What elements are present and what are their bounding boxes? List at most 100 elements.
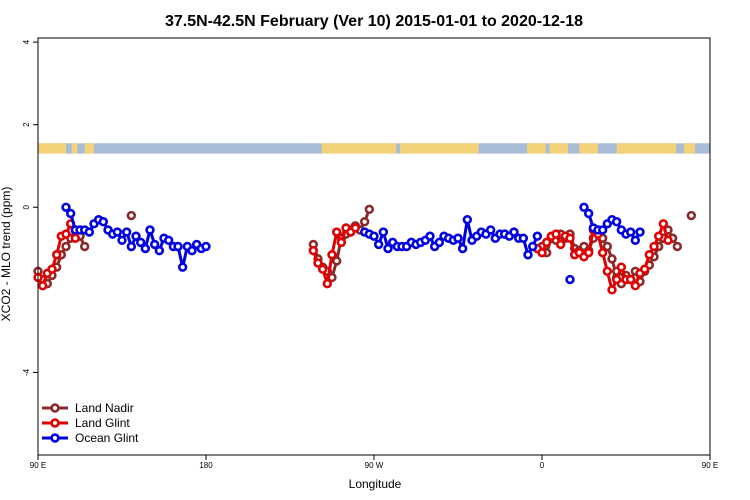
data-point [378, 227, 389, 237]
data-point [201, 241, 211, 252]
data-point [126, 210, 137, 221]
data-point [369, 231, 379, 241]
land-band-4 [400, 143, 479, 154]
legend-marker [50, 418, 60, 428]
data-point [453, 233, 463, 243]
data-point [322, 278, 333, 289]
land-band-2 [84, 143, 94, 154]
data-point [527, 241, 538, 252]
data-point [518, 233, 529, 243]
data-point [383, 243, 393, 254]
data-point [373, 239, 384, 250]
data-point [154, 245, 165, 256]
data-point [607, 254, 617, 264]
data-point [350, 223, 361, 233]
data-point [61, 241, 71, 252]
plot-frame [37, 37, 711, 456]
data-point [145, 225, 155, 235]
data-point [434, 237, 445, 248]
data-point [187, 245, 197, 256]
data-point [611, 217, 622, 227]
data-point [602, 241, 613, 252]
data-point [579, 202, 589, 212]
legend-label: Land Nadir [75, 401, 134, 415]
legend-label: Land Glint [75, 416, 130, 430]
data-point [126, 241, 137, 252]
data-point [635, 227, 645, 237]
data-point [523, 250, 533, 260]
land-band-7 [579, 143, 598, 154]
x-axis-label: Longitude [349, 477, 402, 491]
data-point [485, 225, 496, 235]
land-ocean-band [38, 143, 710, 154]
data-point [112, 227, 123, 237]
data-point [616, 262, 627, 272]
x-tick-label: 90 E [30, 461, 46, 470]
legend-label: Ocean Glint [75, 431, 139, 445]
data-point [625, 274, 636, 285]
land-band-1 [71, 143, 78, 154]
series-1 [33, 219, 673, 295]
y-axis-label: XCO2 - MLO trend (ppm) [0, 187, 13, 322]
data-point [70, 233, 81, 243]
x-tick-label: 90 W [365, 461, 384, 470]
data-point [686, 210, 697, 221]
data-point [177, 262, 188, 272]
data-point [602, 266, 613, 276]
data-point [37, 281, 48, 291]
data-point [331, 227, 342, 237]
data-point [173, 241, 183, 252]
y-tick-label: 0 [22, 205, 31, 210]
data-point [565, 233, 575, 243]
data-point [364, 204, 375, 215]
data-point [327, 250, 337, 260]
data-point [131, 231, 141, 241]
data-point [583, 247, 594, 258]
data-point [565, 274, 575, 285]
data-point [630, 235, 641, 246]
data-point [317, 264, 328, 274]
x-tick-label: 0 [540, 461, 545, 470]
data-point [61, 202, 71, 212]
data-point [47, 264, 57, 274]
data-point [649, 241, 659, 252]
data-point [359, 217, 370, 227]
data-point [51, 250, 62, 260]
data-point [331, 256, 342, 266]
axis-ticks: 90 E 180 90 W 0 90 E 4 2 0 -4 [22, 39, 718, 470]
data-point [140, 243, 151, 254]
data-point [163, 235, 174, 246]
data-point [135, 237, 146, 248]
land-band-8 [616, 143, 677, 154]
data-point [425, 231, 435, 241]
data-point [532, 231, 543, 241]
land-band-0 [38, 143, 66, 154]
series-2 [61, 202, 645, 285]
data-point [98, 217, 109, 227]
data-point [597, 247, 608, 258]
data-point [583, 208, 594, 219]
data-point [79, 241, 90, 252]
data-point [509, 227, 519, 237]
land-band-6 [549, 143, 569, 154]
y-tick-label: -4 [22, 368, 31, 376]
data-point [462, 214, 473, 225]
data-point [663, 235, 673, 246]
chart-title: 37.5N-42.5N February (Ver 10) 2015-01-01… [165, 13, 583, 30]
land-band-3 [321, 143, 397, 154]
data-point [597, 225, 608, 235]
data-point [611, 274, 622, 285]
y-tick-label: 4 [22, 39, 31, 44]
data-point [541, 237, 552, 248]
legend-marker [50, 403, 60, 413]
data-point [639, 264, 650, 274]
data-point [121, 227, 132, 237]
data-point [630, 281, 641, 291]
data-point [644, 250, 655, 260]
data-point [653, 231, 664, 241]
land-band-9 [683, 143, 696, 154]
data-point [658, 219, 669, 229]
data-point [457, 243, 468, 254]
